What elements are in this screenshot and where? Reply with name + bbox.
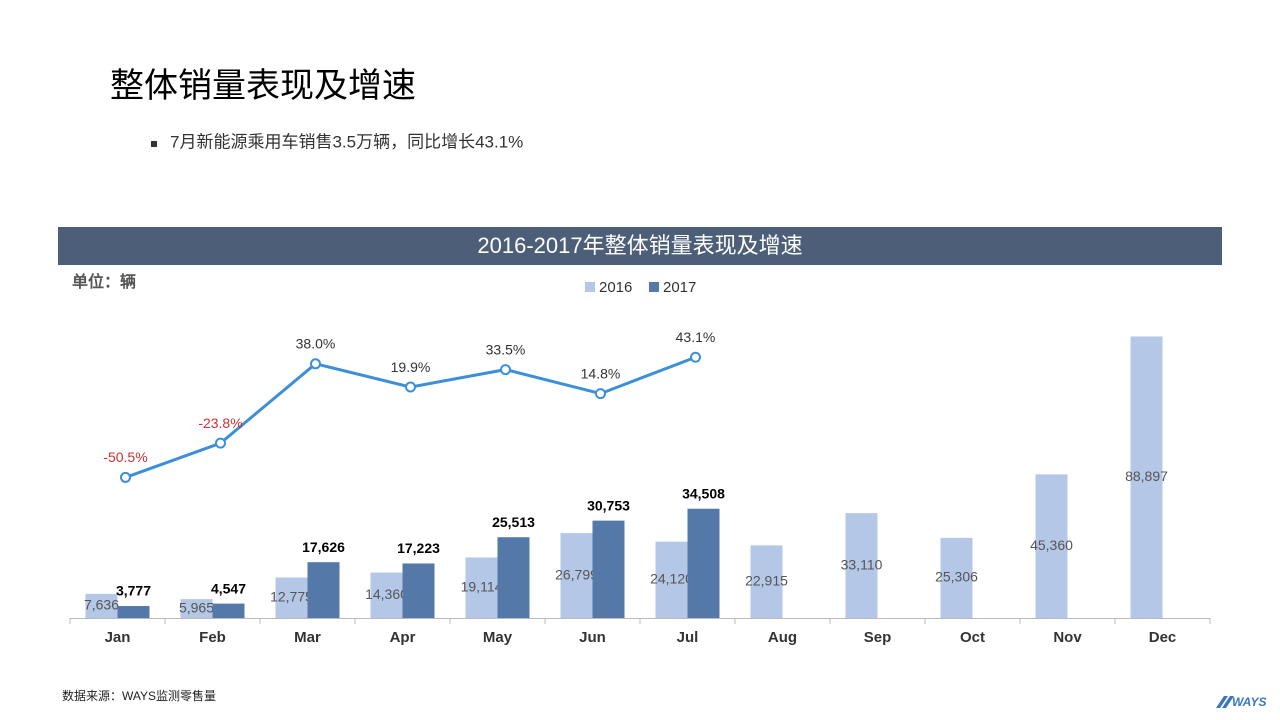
bar: [370, 572, 403, 618]
growth-label: -50.5%: [103, 449, 147, 465]
bar: [750, 545, 783, 618]
growth-point: [405, 381, 416, 393]
x-tick-label: Apr: [390, 629, 416, 646]
bar: [592, 520, 625, 618]
bar: [465, 557, 498, 618]
growth-point: [595, 388, 606, 400]
data-label: 45,360: [1030, 537, 1073, 553]
data-label: 34,508: [682, 485, 725, 501]
data-label: 24,120: [650, 571, 693, 587]
growth-label: 33.5%: [486, 341, 526, 357]
growth-point: [690, 351, 701, 363]
data-label: 88,897: [1125, 468, 1168, 484]
growth-label: 19.9%: [391, 359, 431, 375]
bar: [940, 537, 973, 618]
bar: [1130, 336, 1163, 618]
data-label: 7,636: [84, 597, 119, 613]
legend-label: 2017: [663, 279, 696, 296]
growth-point: [500, 364, 511, 376]
growth-label: 43.1%: [676, 329, 716, 345]
legend-label: 2016: [599, 279, 632, 296]
bar: [117, 606, 150, 618]
logo: WAYS: [1232, 695, 1266, 709]
bar: [212, 603, 245, 618]
page-title: 整体销量表现及增速: [110, 67, 416, 105]
bar: [85, 593, 118, 618]
x-tick-label: Feb: [199, 629, 226, 646]
data-label: 19,114: [461, 578, 503, 594]
growth-point: [310, 358, 321, 370]
data-label: 25,306: [935, 569, 978, 585]
chart-banner: [58, 227, 1222, 265]
bullet-icon: [151, 141, 157, 147]
bar: [560, 533, 593, 618]
x-tick-label: Mar: [294, 629, 321, 646]
bar: [655, 541, 688, 618]
x-tick-label: Sep: [864, 629, 892, 646]
data-label: 5,965: [179, 599, 214, 615]
data-label: 17,626: [302, 539, 345, 555]
data-label: 3,777: [116, 583, 151, 599]
growth-point: [120, 471, 131, 483]
chart-title: 2016-2017年整体销量表现及增速: [477, 233, 802, 258]
bar: [180, 599, 213, 618]
data-label: 12,775: [270, 588, 313, 604]
data-label: 4,547: [211, 580, 246, 596]
data-label: 33,110: [841, 556, 883, 572]
x-tick-label: Jul: [677, 629, 699, 646]
x-tick-label: Dec: [1149, 629, 1177, 646]
x-tick-label: Oct: [960, 629, 985, 646]
logo-icon: [1216, 696, 1234, 708]
unit-label: 单位：辆: [72, 272, 136, 291]
bar: [402, 563, 435, 618]
data-label: 22,915: [745, 572, 788, 588]
x-tick-label: May: [483, 629, 513, 646]
data-label: 26,799: [555, 566, 598, 582]
bar: [307, 562, 340, 618]
bar: [687, 508, 720, 618]
growth-label: 14.8%: [581, 365, 621, 381]
x-tick-label: Aug: [768, 629, 797, 646]
x-tick-label: Nov: [1053, 629, 1082, 646]
growth-label: -23.8%: [198, 415, 242, 431]
legend-swatch: [649, 282, 659, 292]
bullet-text: 7月新能源乘用车销售3.5万辆，同比增长43.1%: [170, 132, 523, 151]
data-label: 25,513: [492, 514, 535, 530]
growth-label: 38.0%: [296, 336, 336, 352]
x-tick-label: Jan: [105, 629, 131, 646]
bar: [275, 577, 308, 618]
bar: [845, 513, 878, 618]
data-label: 17,223: [397, 540, 440, 556]
x-tick-label: Jun: [579, 629, 606, 646]
bar: [497, 537, 530, 618]
data-label: 30,753: [587, 497, 630, 513]
source: 数据来源：WAYS监测零售量: [62, 688, 216, 703]
growth-point: [215, 437, 226, 449]
data-label: 14,360: [365, 586, 408, 602]
legend-swatch: [585, 282, 595, 292]
bar: [1035, 474, 1068, 618]
